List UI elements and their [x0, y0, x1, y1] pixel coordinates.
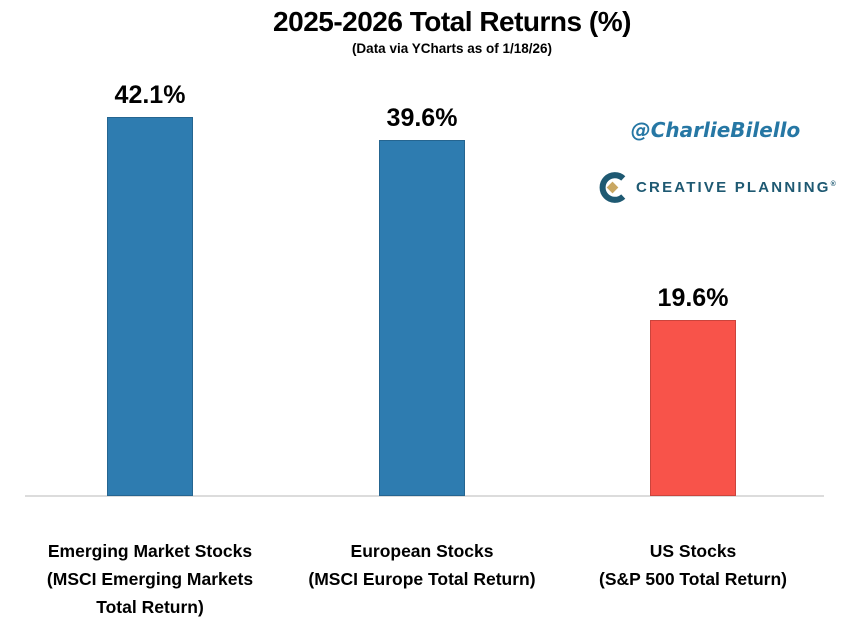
bar-value-label-1: 42.1% — [114, 81, 186, 109]
bar-value-label-3: 19.6% — [657, 284, 729, 312]
author-handle: @CharlieBilello — [630, 118, 801, 142]
bar-1 — [107, 117, 193, 496]
brand-logo: CREATIVE PLANNING® — [597, 172, 836, 203]
category-label-3: US Stocks (S&P 500 Total Return) — [599, 541, 787, 589]
brand-name: CREATIVE PLANNING — [636, 179, 831, 196]
category-label-1: Emerging Market Stocks (MSCI Emerging Mar… — [46, 541, 254, 617]
bar-value-label-2: 39.6% — [386, 104, 458, 132]
creative-planning-c-icon — [599, 172, 626, 203]
chart-title: 2025-2026 Total Returns (%) — [273, 6, 631, 37]
category-label-2: European Stocks (MSCI Europe Total Return… — [308, 541, 536, 589]
x-axis-baseline — [25, 495, 824, 497]
brand-wordmark: CREATIVE PLANNING® — [636, 179, 836, 196]
registered-mark: ® — [830, 181, 836, 188]
bar-2 — [379, 140, 465, 496]
chart-header: 2025-2026 Total Returns (%) (Data via YC… — [30, 6, 844, 56]
chart-subtitle: (Data via YCharts as of 1/18/26) — [351, 41, 553, 56]
bar-3 — [650, 320, 736, 496]
